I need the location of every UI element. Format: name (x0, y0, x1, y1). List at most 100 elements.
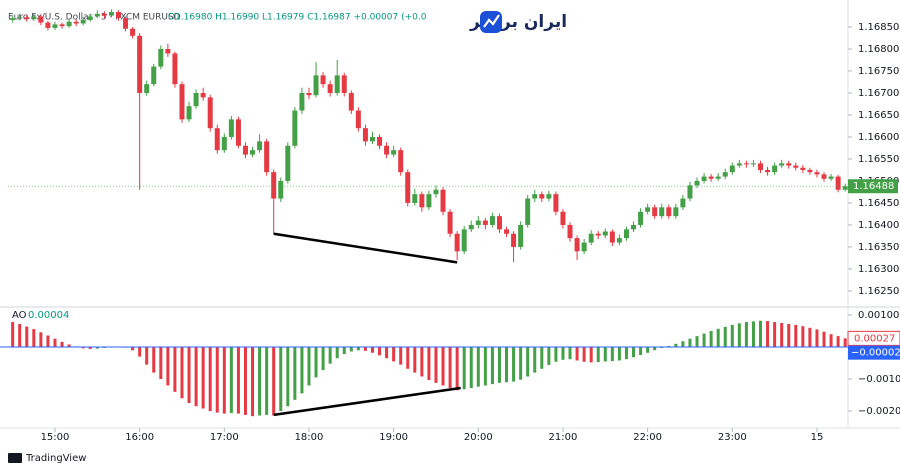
ao-bar (406, 347, 410, 369)
y-tick-label: 1.16300 (858, 264, 899, 275)
candle-body (814, 172, 820, 175)
candle-body (800, 167, 806, 170)
candle-body (165, 48, 171, 54)
candle-body (151, 66, 157, 85)
ao-bar (512, 347, 516, 382)
candle-body (355, 110, 361, 129)
candle-body (786, 163, 792, 166)
ao-bar (251, 347, 255, 417)
y-tick-label: 1.16250 (858, 286, 899, 297)
ao-bar (787, 323, 791, 348)
ao-bar (420, 347, 424, 377)
candle-body (793, 165, 799, 168)
candle-body (207, 97, 213, 129)
x-tick-label: 16:00 (125, 432, 154, 443)
candle-body (835, 176, 841, 190)
candle-body (518, 224, 524, 247)
candle-body (271, 172, 277, 199)
candle-body (80, 19, 86, 24)
ao-bar (427, 347, 431, 380)
candle-body (257, 141, 263, 151)
ao-bar (554, 347, 558, 362)
candle-body (842, 186, 848, 190)
ao-bar (370, 347, 374, 353)
ao-bar (307, 347, 311, 386)
y-tick-label: 1.16450 (858, 198, 899, 209)
x-tick-label: 20:00 (464, 432, 493, 443)
ao-bar (173, 347, 177, 392)
ao-bar (744, 322, 748, 348)
y-tick-label: 1.16750 (858, 66, 899, 77)
candle-body (694, 180, 700, 186)
candle-body (772, 165, 778, 173)
ao-bar (194, 347, 198, 407)
ao-bar (639, 347, 643, 356)
ao-bar (434, 347, 438, 383)
ao-bar (505, 347, 509, 383)
candle-body (412, 194, 418, 203)
x-tick-label: 17:00 (210, 432, 239, 443)
ao-bar (455, 347, 459, 391)
candle-body (250, 150, 256, 155)
candle-body (327, 84, 333, 93)
ao-bar (596, 347, 600, 363)
candle-body (137, 35, 143, 93)
candle-body (511, 233, 517, 247)
x-tick-label: 15 (811, 432, 824, 443)
candle-body (130, 28, 136, 36)
x-tick-label: 19:00 (379, 432, 408, 443)
candle-body (489, 216, 495, 225)
candle-body (807, 169, 813, 173)
ao-bar (60, 341, 64, 348)
candle-body (546, 194, 552, 199)
candle-body (595, 233, 601, 236)
candle-body (482, 220, 488, 225)
candle-body (553, 194, 559, 212)
ao-bar (561, 347, 565, 360)
candle-body (73, 21, 79, 24)
candle-body (193, 92, 199, 107)
candle-body (581, 242, 587, 252)
ao-bar (780, 323, 784, 348)
ao-bar (582, 347, 586, 362)
candle-body (172, 53, 178, 85)
ao-name: AO (12, 310, 27, 321)
candle-body (588, 233, 594, 243)
y-tick-label: 1.16400 (858, 220, 899, 231)
candle-body (673, 207, 679, 217)
ao-bar (441, 347, 445, 386)
candle-body (123, 18, 129, 29)
candle-body (652, 207, 658, 217)
candle-body (214, 128, 220, 151)
y-tick-label: 0.00100 (858, 310, 899, 321)
ao-bar (32, 329, 36, 348)
ao-bar (25, 326, 29, 348)
ao-bar (95, 347, 99, 349)
ao-current: 0.00004 (28, 310, 69, 321)
candle-body (426, 194, 432, 208)
candle-body (391, 150, 397, 155)
ao-bar (589, 347, 593, 363)
ao-bar (476, 347, 480, 387)
candle-body (722, 172, 728, 177)
ao-bar (766, 321, 770, 348)
candle-body (384, 145, 390, 155)
candle-body (87, 16, 93, 20)
candle-body (616, 238, 622, 243)
ao-bar (709, 331, 713, 348)
candle-body (447, 211, 453, 234)
candle-body (186, 106, 192, 120)
candle-body (715, 176, 721, 179)
candle-body (440, 189, 446, 212)
y-tick-label: 1.16350 (858, 242, 899, 253)
ao-bar (603, 347, 607, 362)
ao-bar (138, 347, 142, 357)
candle-body (320, 75, 326, 85)
candle-body (66, 21, 72, 27)
candle-body (468, 224, 474, 230)
ao-last-label: 0.00027 (854, 333, 895, 344)
ao-bar (575, 347, 579, 361)
candle-body (299, 92, 305, 111)
candle-body (708, 176, 714, 179)
candle-body (504, 229, 510, 234)
